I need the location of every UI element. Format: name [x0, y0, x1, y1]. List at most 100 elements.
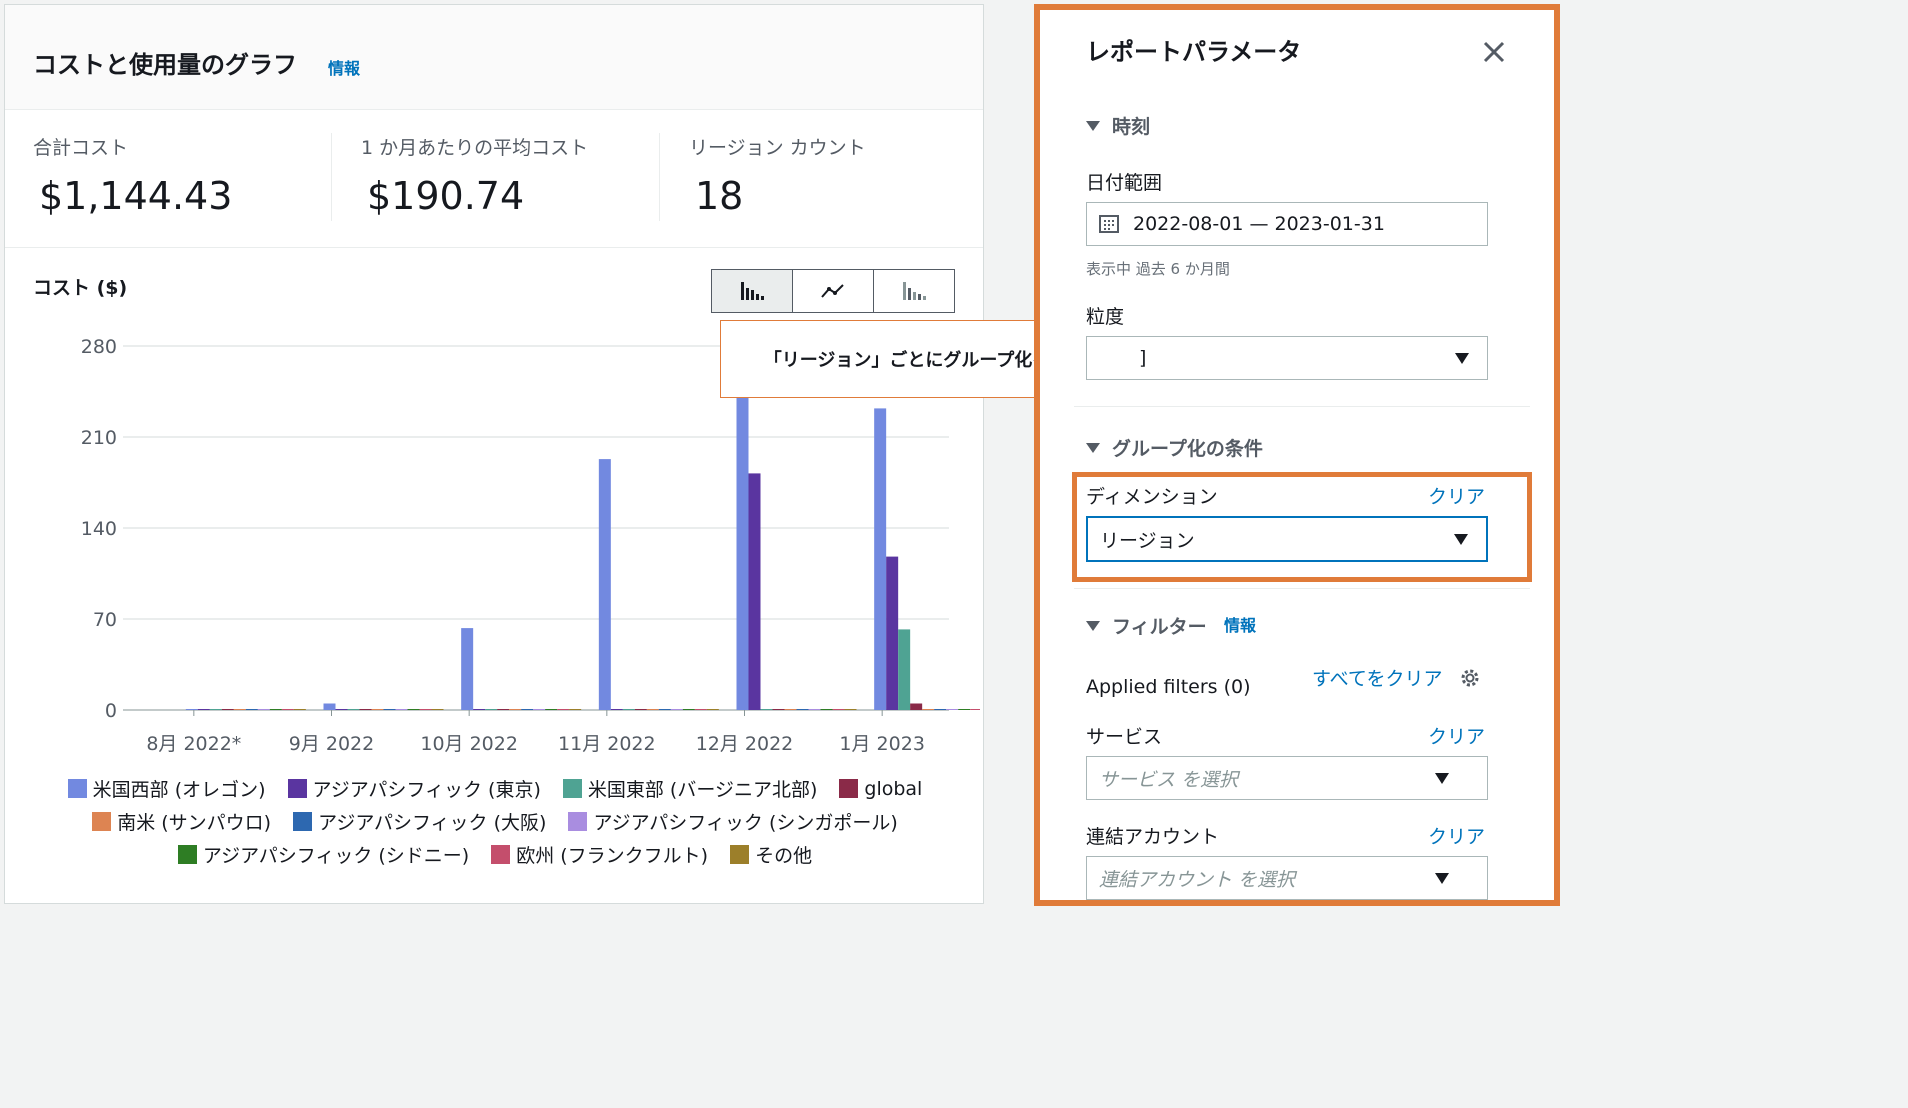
legend-swatch — [177, 845, 197, 864]
bar — [335, 709, 348, 710]
metric-value: 18 — [695, 174, 744, 218]
section-divider — [5, 247, 983, 248]
bar — [748, 473, 761, 710]
bar — [323, 703, 336, 710]
bar — [970, 709, 980, 710]
metric-value: $190.74 — [367, 174, 525, 218]
info-link[interactable]: 情報 — [328, 59, 361, 78]
legend-label: global — [864, 777, 923, 800]
legend-item[interactable]: 欧州 (フランクフルト) — [491, 841, 708, 868]
bar-chart-button[interactable] — [712, 270, 793, 312]
legend-swatch — [568, 812, 588, 831]
linked-account-select[interactable]: 連結アカウント を選択 — [1086, 856, 1488, 900]
time-section-title: 時刻 — [1112, 116, 1151, 138]
group-section-title: グループ化の条件 — [1112, 438, 1263, 460]
panel-title: レポートパラメータ — [1086, 38, 1302, 66]
bar — [874, 408, 887, 710]
legend-item[interactable]: 南米 (サンパウロ) — [92, 808, 271, 835]
metric-region-count: リージョン カウント 18 — [689, 133, 989, 218]
y-tick-label: 70 — [93, 609, 117, 631]
bar — [844, 709, 857, 710]
date-range-value: 2022-08-01 — 2023-01-31 — [1133, 213, 1385, 235]
legend-label: 米国西部 (オレゴン) — [92, 779, 266, 801]
legend-swatch — [491, 845, 511, 864]
card-header: コストと使用量のグラフ 情報 — [5, 5, 983, 110]
legend-item[interactable]: アジアパシフィック (東京) — [287, 775, 541, 802]
dropdown-arrow-icon — [1455, 353, 1469, 364]
legend-item[interactable]: global — [839, 775, 922, 802]
dropdown-arrow-icon — [1435, 873, 1449, 884]
time-section-toggle[interactable]: 時刻 — [1086, 112, 1150, 139]
group-section-toggle[interactable]: グループ化の条件 — [1086, 434, 1263, 461]
linked-account-placeholder: 連結アカウント を選択 — [1099, 868, 1296, 891]
granularity-select[interactable]: ] — [1086, 336, 1488, 380]
close-icon[interactable] — [1480, 38, 1508, 66]
legend-swatch — [67, 779, 87, 798]
clear-all-filters-link[interactable]: すべてをクリア — [1312, 668, 1443, 690]
filter-info-link[interactable]: 情報 — [1224, 616, 1257, 635]
linked-account-clear-link[interactable]: クリア — [1428, 826, 1486, 848]
metric-label: 合計コスト — [33, 137, 129, 159]
legend-label: アジアパシフィック (シドニー) — [202, 845, 470, 867]
bar — [760, 709, 773, 710]
dimension-select[interactable]: リージョン — [1086, 516, 1488, 562]
bar — [245, 709, 258, 710]
chart-legend: 米国西部 (オレゴン) アジアパシフィック (東京) 米国東部 (バージニア北部) g… — [15, 775, 975, 868]
bar — [485, 709, 498, 710]
legend-label: その他 — [755, 845, 813, 867]
y-tick-label: 280 — [81, 336, 117, 358]
bar — [682, 709, 695, 710]
metric-average-cost: 1 か月あたりの平均コスト $190.74 — [361, 133, 661, 218]
chart-y-label: コスト ($) — [33, 277, 128, 299]
service-label: サービス — [1086, 726, 1163, 748]
bar — [281, 709, 294, 710]
legend-item[interactable]: 米国東部 (バージニア北部) — [562, 775, 818, 802]
date-range-label: 日付範囲 — [1086, 172, 1163, 194]
dimension-clear-link[interactable]: クリア — [1428, 486, 1486, 508]
bar — [521, 709, 534, 710]
caret-down-icon — [1086, 620, 1100, 631]
bar — [910, 703, 923, 710]
date-range-hint: 表示中 過去 6 か月間 — [1086, 260, 1230, 278]
chart-type-toggle — [711, 269, 955, 313]
y-tick-label: 140 — [81, 518, 117, 540]
bar — [347, 709, 360, 710]
service-select[interactable]: サービス を選択 — [1086, 756, 1488, 800]
legend-label: 米国東部 (バージニア北部) — [587, 779, 818, 801]
page-title: コストと使用量のグラフ — [33, 51, 297, 79]
legend-item[interactable]: アジアパシフィック (シンガポール) — [568, 808, 898, 835]
linked-account-label: 連結アカウント — [1086, 826, 1220, 848]
line-chart-button[interactable] — [793, 270, 874, 312]
caret-down-icon — [1086, 442, 1100, 453]
x-tick-label: 1月 2023 — [839, 733, 924, 755]
legend-item[interactable]: その他 — [730, 841, 812, 868]
legend-label: 欧州 (フランクフルト) — [516, 845, 709, 867]
bar — [269, 709, 282, 710]
bar — [545, 709, 558, 710]
bar — [808, 709, 821, 710]
bar — [922, 709, 935, 710]
bar — [898, 629, 911, 710]
section-divider — [1074, 588, 1530, 589]
bar — [209, 709, 222, 710]
date-range-input[interactable]: 2022-08-01 — 2023-01-31 — [1086, 202, 1488, 246]
dropdown-arrow-icon — [1454, 534, 1468, 545]
dimension-value: リージョン — [1100, 529, 1195, 552]
stacked-bar-chart-button[interactable] — [874, 270, 954, 312]
bar — [383, 709, 396, 710]
legend-item[interactable]: アジアパシフィック (シドニー) — [177, 841, 470, 868]
callout-text: 「リージョン」ごとにグループ化を設定 — [763, 350, 1087, 371]
legend-item[interactable]: アジアパシフィック (大阪) — [293, 808, 546, 835]
legend-label: 南米 (サンパウロ) — [117, 812, 272, 834]
gear-icon[interactable] — [1458, 666, 1482, 690]
bar — [622, 709, 635, 710]
metric-label: 1 か月あたりの平均コスト — [361, 137, 589, 159]
bar — [670, 709, 683, 710]
legend-item[interactable]: 米国西部 (オレゴン) — [67, 775, 266, 802]
bar — [557, 709, 570, 710]
dimension-label: ディメンション — [1086, 486, 1218, 508]
filter-section-toggle[interactable]: フィルター — [1086, 612, 1207, 639]
service-clear-link[interactable]: クリア — [1428, 726, 1486, 748]
legend-label: アジアパシフィック (シンガポール) — [593, 812, 898, 834]
bar — [221, 709, 234, 710]
